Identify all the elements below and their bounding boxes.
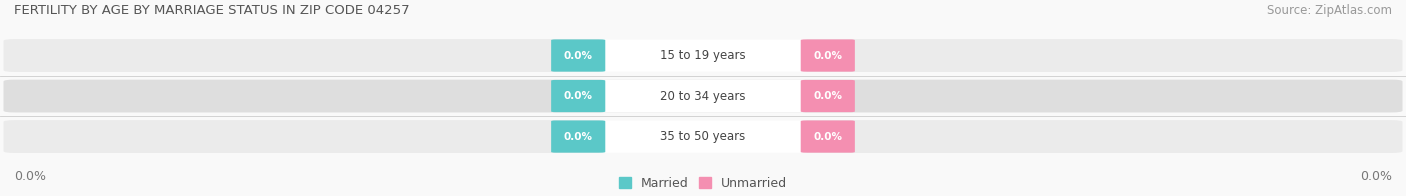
Legend: Married, Unmarried: Married, Unmarried bbox=[619, 177, 787, 190]
FancyBboxPatch shape bbox=[3, 120, 1403, 153]
FancyBboxPatch shape bbox=[599, 80, 807, 112]
Text: FERTILITY BY AGE BY MARRIAGE STATUS IN ZIP CODE 04257: FERTILITY BY AGE BY MARRIAGE STATUS IN Z… bbox=[14, 4, 409, 17]
Text: 0.0%: 0.0% bbox=[14, 170, 46, 183]
FancyBboxPatch shape bbox=[801, 80, 855, 112]
Text: 0.0%: 0.0% bbox=[564, 91, 593, 101]
Text: 15 to 19 years: 15 to 19 years bbox=[661, 49, 745, 62]
FancyBboxPatch shape bbox=[551, 39, 606, 72]
FancyBboxPatch shape bbox=[801, 120, 855, 153]
Text: 35 to 50 years: 35 to 50 years bbox=[661, 130, 745, 143]
Text: 0.0%: 0.0% bbox=[1360, 170, 1392, 183]
FancyBboxPatch shape bbox=[3, 39, 1403, 72]
Text: 0.0%: 0.0% bbox=[813, 132, 842, 142]
FancyBboxPatch shape bbox=[551, 120, 606, 153]
Text: 0.0%: 0.0% bbox=[813, 91, 842, 101]
FancyBboxPatch shape bbox=[599, 39, 807, 72]
Text: Source: ZipAtlas.com: Source: ZipAtlas.com bbox=[1267, 4, 1392, 17]
FancyBboxPatch shape bbox=[551, 80, 606, 112]
FancyBboxPatch shape bbox=[3, 80, 1403, 113]
Text: 0.0%: 0.0% bbox=[564, 51, 593, 61]
Text: 0.0%: 0.0% bbox=[813, 51, 842, 61]
FancyBboxPatch shape bbox=[599, 120, 807, 153]
Text: 0.0%: 0.0% bbox=[564, 132, 593, 142]
FancyBboxPatch shape bbox=[801, 39, 855, 72]
Text: 20 to 34 years: 20 to 34 years bbox=[661, 90, 745, 103]
